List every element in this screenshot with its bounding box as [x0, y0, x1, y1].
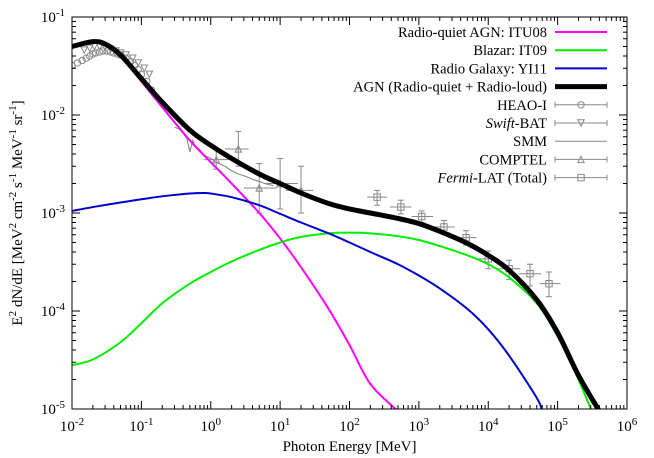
legend-entry-radio-galaxy-yi11: Radio Galaxy: YI11	[430, 61, 607, 77]
dataset-smm-line	[174, 126, 274, 187]
x-tick-label: 102	[339, 416, 360, 435]
data-point	[440, 223, 448, 231]
data-point	[526, 270, 534, 278]
y-axis-label: E2 dN/dE [MeV2 cm-2 s-1 MeV-1 sr-1]	[7, 100, 26, 325]
legend-label: Blazar: IT09	[473, 43, 547, 59]
x-tick-label: 101	[270, 416, 291, 435]
legend-entry-swift-bat: Swift-BAT	[486, 116, 608, 132]
dataset-heao-i	[72, 47, 156, 94]
legend-entry-comptel: COMPTEL	[479, 152, 608, 168]
y-tick-label: 10-4	[41, 301, 66, 320]
y-tick-label: 10-5	[41, 399, 66, 418]
legend-entry-agn-radio-quiet-radio-loud: AGN (Radio-quiet + Radio-loud)	[353, 80, 607, 96]
data-point	[78, 56, 86, 65]
legend-entry-heao-i: HEAO-I	[497, 98, 608, 114]
legend: Radio-quiet AGN: ITU08 Blazar: IT09 Radio …	[353, 25, 608, 187]
data-point	[85, 44, 94, 53]
data-point	[397, 203, 405, 211]
legend-label: Swift-BAT	[486, 116, 547, 132]
y-tick-label: 10-1	[41, 7, 65, 26]
data-point	[255, 183, 264, 192]
axes: 10-2 10-1 100 101 102 103 104 105 106 10-5 10-4 10-…	[7, 7, 638, 455]
y-tick-label: 10-3	[41, 203, 66, 222]
x-tick-label: 103	[409, 416, 430, 435]
legend-marker	[576, 155, 586, 164]
data-point	[99, 47, 107, 55]
legend-label: HEAO-I	[497, 98, 547, 114]
legend-entry-blazar-it09: Blazar: IT09	[473, 43, 607, 59]
x-tick-label: 10-2	[60, 416, 84, 435]
legend-marker	[577, 101, 585, 109]
plot-clip-group	[72, 39, 602, 409]
x-tick-label: 10-1	[129, 416, 153, 435]
x-tick-label: 104	[478, 416, 499, 435]
legend-marker	[576, 119, 586, 128]
legend-marker	[577, 173, 585, 182]
x-axis-label: Photon Energy [MeV]	[283, 439, 417, 455]
legend-entry-radio-quiet-agn-itu08: Radio-quiet AGN: ITU08	[398, 25, 607, 41]
legend-label: Radio-quiet AGN: ITU08	[398, 25, 547, 41]
y-tick-label: 10-2	[41, 105, 65, 124]
data-point	[373, 193, 381, 201]
legend-label: SMM	[513, 134, 547, 150]
data-point	[145, 70, 154, 79]
legend-label: COMPTEL	[479, 152, 547, 168]
series-agn-radio-quiet-radio-loud	[72, 39, 602, 409]
legend-entry-fermi-lat-total: Fermi-LAT (Total)	[437, 171, 608, 187]
x-tick-label: 106	[617, 416, 638, 435]
data-point	[80, 46, 89, 55]
plot-area	[72, 39, 602, 409]
series-radio-galaxy-yi11	[72, 191, 543, 409]
data-point	[121, 51, 130, 60]
legend-label: AGN (Radio-quiet + Radio-loud)	[353, 80, 547, 96]
dataset-fermi-lat-total	[367, 189, 561, 298]
series-blazar-it09	[72, 231, 592, 409]
dataset-smm	[174, 126, 274, 187]
data-point	[128, 54, 137, 63]
data-point	[234, 144, 243, 153]
legend-label: Radio Galaxy: YI11	[430, 61, 547, 77]
data-point	[92, 49, 100, 57]
data-point	[545, 279, 553, 288]
data-point	[418, 212, 426, 221]
x-tick-label: 100	[201, 416, 222, 435]
legend-label: Fermi-LAT (Total)	[437, 171, 548, 187]
legend-entry-smm: SMM	[513, 134, 607, 150]
dataset-swift-bat	[80, 42, 154, 79]
series-radio-quiet-agn-itu08	[72, 41, 398, 409]
x-tick-label: 105	[547, 416, 568, 435]
data-point	[134, 59, 143, 68]
data-point	[140, 64, 149, 73]
data-point	[212, 155, 221, 164]
